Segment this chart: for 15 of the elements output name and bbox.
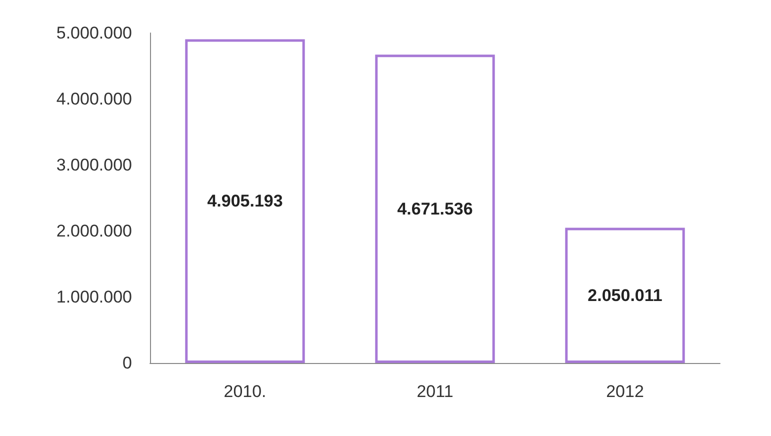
x-tick-label: 2012 xyxy=(606,382,644,401)
x-tick-label: 2011 xyxy=(416,382,454,401)
data-label: 4.905.193 xyxy=(207,192,283,211)
y-tick-label: 5.000.000 xyxy=(56,24,132,42)
y-tick-label: 2.000.000 xyxy=(56,222,132,240)
data-label: 4.671.536 xyxy=(397,199,473,218)
x-tick-label: 2010. xyxy=(224,382,266,401)
y-tick-label: 3.000.000 xyxy=(56,156,132,174)
y-tick-label: 0 xyxy=(122,354,132,372)
bar xyxy=(185,39,305,363)
bar xyxy=(565,228,685,363)
bar xyxy=(375,54,495,363)
y-tick-label: 4.000.000 xyxy=(56,90,132,108)
data-label: 2.050.011 xyxy=(588,286,662,305)
y-tick-label: 1.000.000 xyxy=(56,288,132,306)
